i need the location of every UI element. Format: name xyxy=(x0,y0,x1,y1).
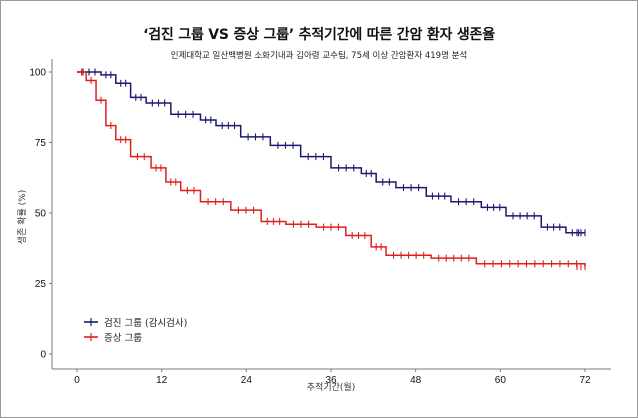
y-tick-label: 50 xyxy=(35,209,47,220)
x-tick-label: 72 xyxy=(579,375,591,386)
y-axis-title: 생존 확률 (%) xyxy=(16,190,28,244)
x-tick-label: 60 xyxy=(495,375,507,386)
legend: 검진 그룹 (감시검사) 증상 그룹 xyxy=(84,317,187,344)
x-tick-label: 36 xyxy=(325,375,337,386)
y-tick-label: 25 xyxy=(35,279,47,290)
legend-item-symptom: 증상 그룹 xyxy=(84,333,142,344)
chart-title: ‘검진 그룹 VS 증상 그룹’ 추적기간에 따른 간암 환자 생존율 xyxy=(143,27,495,43)
y-axis-ticks: 0 25 50 75 100 xyxy=(29,68,52,361)
legend-label-symptom: 증상 그룹 xyxy=(104,333,142,344)
survival-curves xyxy=(77,68,586,271)
legend-label-screening: 검진 그룹 (감시검사) xyxy=(104,317,187,329)
screening-curve xyxy=(77,71,585,234)
x-axis-ticks: 0 12 24 36 48 60 72 xyxy=(74,369,591,386)
y-tick-label: 75 xyxy=(35,138,47,149)
x-tick-label: 48 xyxy=(410,375,422,386)
x-tick-label: 24 xyxy=(241,375,253,386)
chart-subtitle: 인제대학교 일산백병원 소화기내과 김아령 교수팀, 75세 이상 간암환자 4… xyxy=(170,51,468,61)
y-tick-label: 0 xyxy=(40,350,46,361)
x-axis-title: 추적기간(월) xyxy=(307,381,355,393)
legend-item-screening: 검진 그룹 (감시검사) xyxy=(84,317,187,329)
x-tick-label: 0 xyxy=(74,375,80,386)
symptom-curve xyxy=(77,71,586,267)
x-tick-label: 12 xyxy=(156,375,168,386)
y-tick-label: 100 xyxy=(29,68,46,79)
